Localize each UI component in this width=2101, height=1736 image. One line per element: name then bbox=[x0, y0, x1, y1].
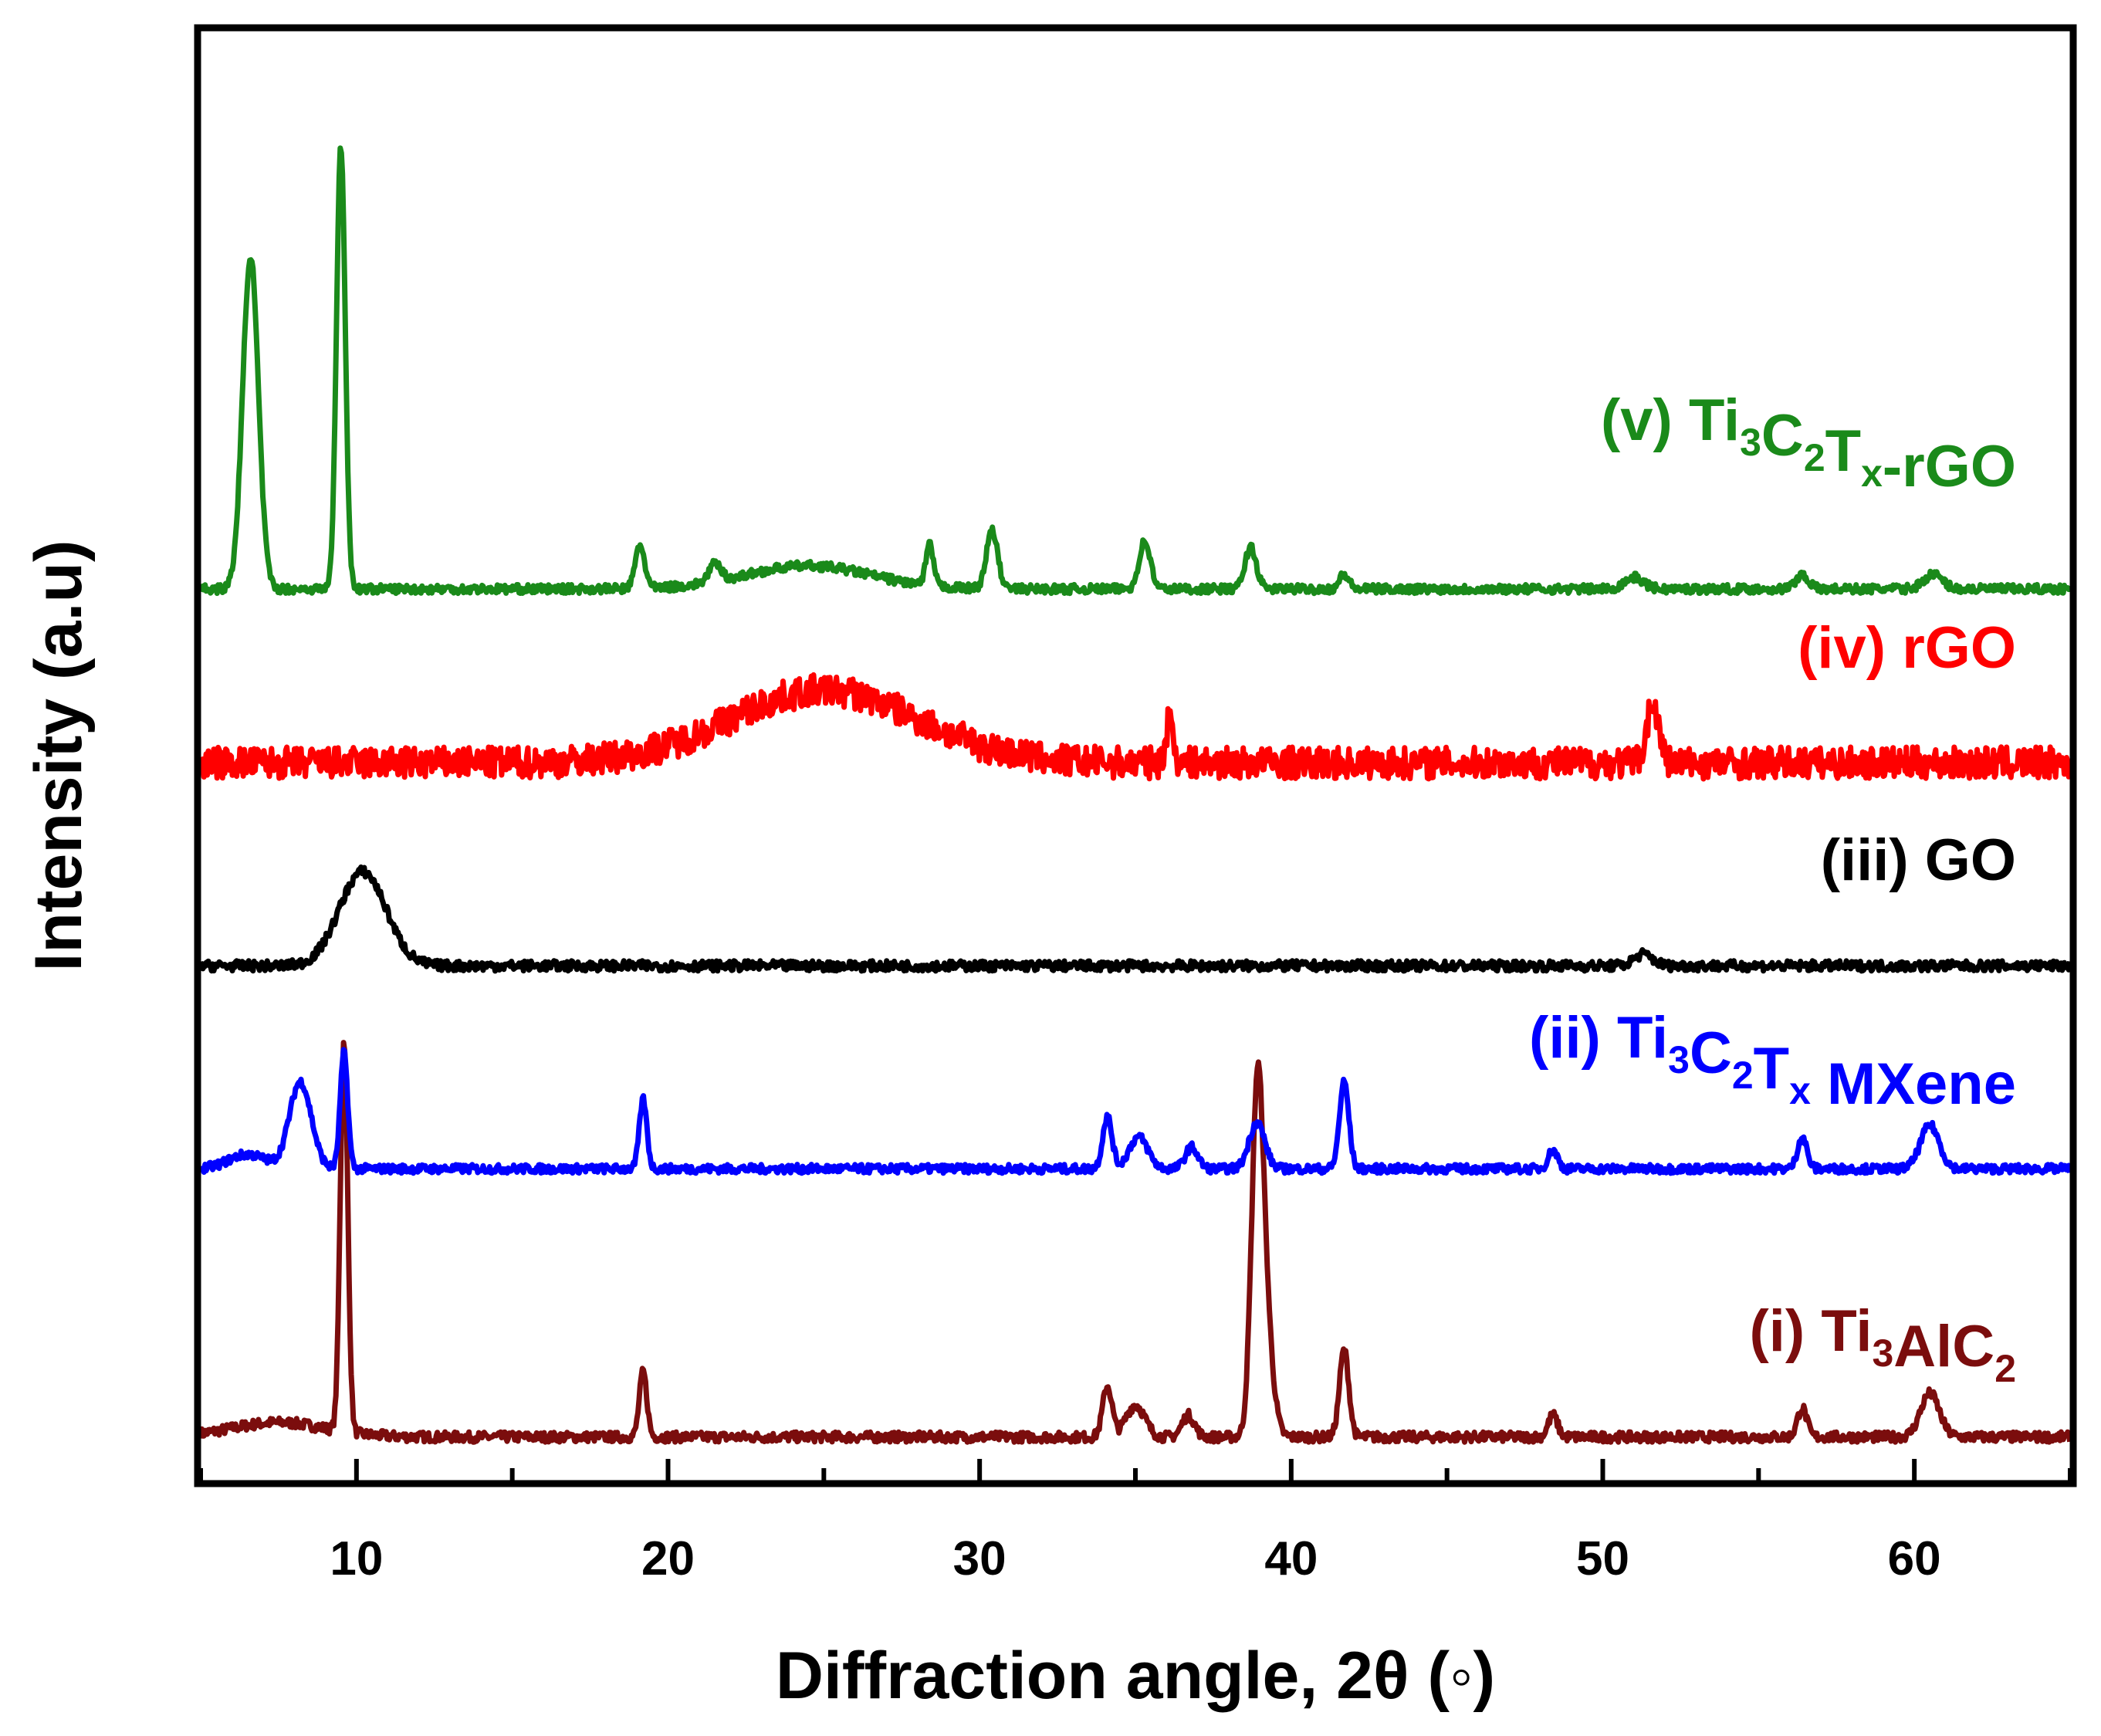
x-tick-label-60: 60 bbox=[1888, 1532, 1941, 1585]
series-label-3: (iii) GO bbox=[1821, 827, 2016, 893]
series-line-3 bbox=[198, 864, 2073, 974]
series-line-1 bbox=[198, 1040, 2073, 1445]
series-labels: (i) Ti3AlC2 (ii) Ti3C2Tx MXene (iii) GO (iv… bbox=[1529, 387, 2016, 1390]
x-tick-label-40: 40 bbox=[1264, 1532, 1318, 1585]
x-tick-label-20: 20 bbox=[641, 1532, 695, 1585]
series-label-1: (i) Ti3AlC2 bbox=[1749, 1298, 2016, 1390]
x-axis-title: Diffraction angle, 2θ (◦) bbox=[776, 1639, 1495, 1713]
x-tick-label-10: 10 bbox=[330, 1532, 383, 1585]
series-layer bbox=[198, 145, 2073, 1445]
series-line-2 bbox=[198, 1047, 2073, 1176]
series-label-5: (v) Ti3C2Tx-rGO bbox=[1601, 387, 2016, 499]
x-tick-label-50: 50 bbox=[1576, 1532, 1629, 1585]
series-line-4 bbox=[198, 672, 2073, 782]
series-line-5 bbox=[198, 145, 2072, 597]
plot-frame bbox=[194, 24, 2077, 1487]
y-axis-title: Intensity (a.u) bbox=[22, 540, 96, 971]
series-label-4: (iv) rGO bbox=[1798, 615, 2016, 681]
x-ticks: 10 20 30 40 50 60 bbox=[198, 1459, 2072, 1585]
x-tick-label-30: 30 bbox=[953, 1532, 1007, 1585]
series-label-2: (ii) Ti3C2Tx MXene bbox=[1529, 1005, 2016, 1117]
